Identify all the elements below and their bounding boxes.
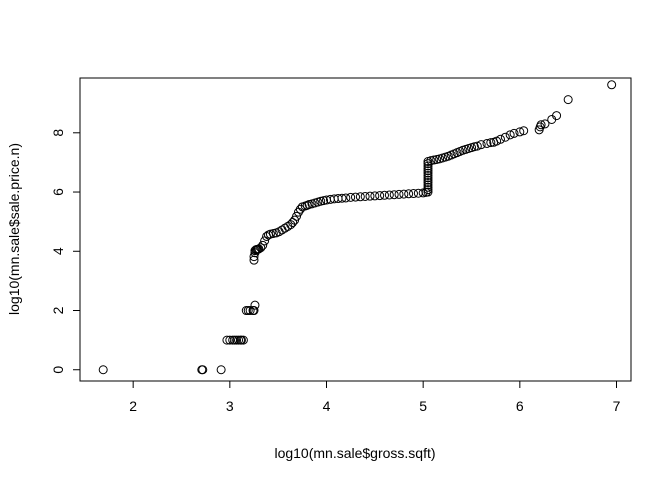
- data-point: [486, 138, 496, 148]
- data-point: [423, 178, 433, 188]
- data-point: [274, 227, 284, 237]
- data-point: [380, 190, 389, 200]
- data-point: [482, 138, 492, 148]
- data-point: [245, 306, 255, 316]
- y-tick-label: 8: [50, 129, 66, 137]
- x-tick-label: 3: [226, 398, 234, 414]
- data-points: [98, 80, 617, 375]
- data-point: [472, 141, 482, 151]
- x-tick-label: 5: [419, 398, 427, 414]
- data-point: [384, 190, 394, 200]
- y-tick-label: 0: [50, 366, 66, 374]
- data-point: [423, 168, 433, 178]
- data-point: [496, 134, 505, 144]
- data-point: [280, 223, 290, 233]
- data-point: [260, 236, 270, 246]
- plot-frame: [79, 77, 632, 382]
- data-point: [423, 170, 433, 180]
- data-point: [505, 130, 515, 140]
- data-point: [98, 365, 108, 375]
- x-tick-label: 4: [323, 398, 331, 414]
- data-point: [399, 189, 409, 199]
- data-point: [341, 193, 351, 203]
- data-point: [423, 182, 433, 192]
- data-point: [476, 140, 486, 150]
- data-point: [423, 187, 433, 197]
- data-point: [540, 119, 550, 129]
- data-point: [256, 243, 266, 253]
- data-point: [423, 173, 433, 183]
- data-point: [346, 192, 356, 202]
- data-point: [423, 185, 433, 195]
- data-point: [258, 240, 268, 250]
- y-axis-label: log10(mn.sale$sale.price.n): [6, 143, 22, 315]
- data-point: [370, 191, 380, 201]
- data-point: [238, 335, 248, 345]
- data-point: [225, 335, 235, 345]
- data-point: [198, 365, 208, 375]
- data-point: [423, 180, 433, 190]
- data-point: [249, 255, 259, 265]
- data-point: [423, 163, 433, 173]
- data-point: [360, 191, 370, 201]
- data-point: [337, 193, 347, 203]
- data-point: [519, 126, 529, 136]
- x-axis-label: log10(mn.sale$gross.sqft): [274, 445, 435, 461]
- y-axis: 0 2 4 6 8: [50, 129, 81, 374]
- data-point: [351, 192, 360, 202]
- data-point: [250, 300, 260, 310]
- data-point: [535, 122, 545, 132]
- data-point: [563, 95, 573, 105]
- data-point: [607, 80, 617, 90]
- data-point: [375, 191, 385, 201]
- data-point: [365, 191, 375, 201]
- data-point: [292, 211, 302, 221]
- data-point: [500, 132, 510, 142]
- data-point: [423, 161, 433, 171]
- data-point: [216, 365, 226, 375]
- data-point: [423, 166, 433, 176]
- y-tick-label: 2: [50, 306, 66, 314]
- data-point: [552, 111, 562, 121]
- data-point: [509, 128, 519, 138]
- x-tick-label: 2: [129, 398, 137, 414]
- x-tick-label: 6: [516, 398, 524, 414]
- data-point: [355, 192, 365, 202]
- data-point: [389, 190, 399, 200]
- data-point: [394, 189, 404, 199]
- y-tick-label: 6: [50, 188, 66, 196]
- data-point: [536, 120, 546, 130]
- x-axis: 2 3 4 5 6 7: [129, 380, 621, 414]
- data-point: [409, 189, 418, 199]
- data-point: [295, 204, 305, 214]
- data-point: [423, 175, 433, 185]
- x-tick-label: 7: [613, 398, 621, 414]
- y-tick-label: 4: [50, 247, 66, 255]
- data-point: [404, 189, 414, 199]
- data-point: [249, 306, 259, 316]
- data-point: [515, 127, 525, 137]
